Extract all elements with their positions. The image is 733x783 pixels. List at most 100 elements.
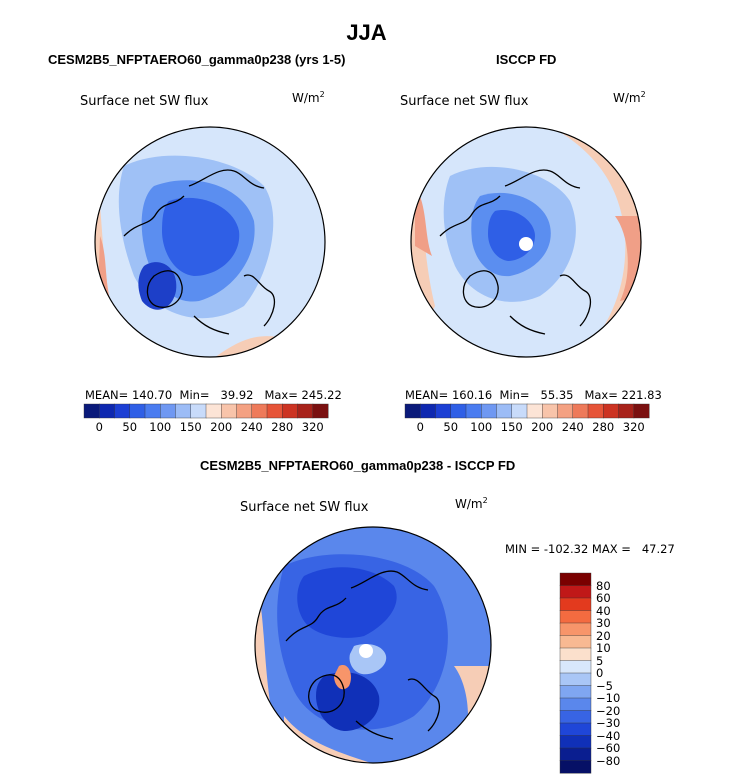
colorbar-swatch [481, 403, 498, 419]
colorbar-tick-label: 50 [122, 420, 138, 434]
season-title: JJA [346, 20, 387, 45]
colorbar-swatch [559, 572, 592, 587]
colorbar-tick-label: −5 [596, 678, 613, 693]
colorbar-swatch [496, 403, 513, 419]
colorbar-swatch [160, 403, 177, 419]
panel-3-colorbar [559, 572, 592, 774]
colorbar-tick-label: 200 [210, 420, 233, 434]
min-label: Min= [179, 388, 210, 402]
colorbar-tick-label: 280 [271, 420, 294, 434]
colorbar-tick-label: 40 [596, 603, 611, 618]
colorbar-swatch [559, 660, 592, 674]
units-base: W/m [613, 91, 641, 105]
panel-1-variable-label: Surface net SW flux [80, 94, 209, 109]
colorbar-tick-label: −60 [596, 741, 621, 755]
max-value: 47.27 [641, 542, 675, 556]
min-value: 39.92 [220, 388, 254, 402]
max-label: Max= [264, 388, 298, 402]
max-label: MAX = [591, 542, 631, 556]
panel-1-stats: MEAN= 140.70 Min= 39.92 Max= 245.22 [85, 388, 342, 402]
colorbar-tick-label: 80 [596, 578, 611, 593]
mean-label: MEAN= [85, 388, 129, 402]
units-exponent: 2 [319, 90, 325, 99]
panel-2-units: W/m2 [613, 90, 646, 105]
colorbar-swatch [603, 403, 620, 419]
colorbar-swatch [129, 403, 146, 419]
pole-gap-marker [359, 644, 373, 658]
colorbar-tick-label: 240 [240, 420, 263, 434]
units-base: W/m [455, 497, 483, 511]
colorbar-tick-label: 10 [596, 641, 611, 655]
map-border [410, 126, 642, 358]
colorbar-tick-label: 20 [596, 628, 611, 643]
colorbar-swatch [559, 685, 592, 699]
colorbar-swatch [282, 403, 299, 419]
colorbar-swatch [297, 403, 314, 419]
units-exponent: 2 [482, 496, 488, 505]
colorbar-swatch [236, 403, 253, 419]
colorbar-tick-label: 150 [179, 420, 202, 434]
panel-2-variable-label: Surface net SW flux [400, 94, 529, 109]
colorbar-tick-label: 0 [416, 420, 424, 434]
colorbar-tick-label: 320 [622, 420, 645, 434]
max-label: Max= [584, 388, 618, 402]
colorbar-swatch [559, 760, 592, 774]
map-border [254, 526, 492, 764]
panel-1-units: W/m2 [292, 90, 325, 105]
colorbar-tick-label: 280 [592, 420, 615, 434]
panel-2-map [410, 126, 642, 358]
colorbar-swatch [266, 403, 283, 419]
colorbar-swatch [559, 610, 592, 624]
colorbar-tick-label: 320 [301, 420, 324, 434]
colorbar-swatch [312, 403, 329, 419]
colorbar-swatch [559, 747, 592, 762]
colorbar-swatch [420, 403, 437, 419]
pole-gap-marker [519, 237, 533, 251]
colorbar-tick-label: 60 [596, 591, 611, 605]
colorbar-swatch [144, 403, 161, 419]
panel-1-colorbar [83, 403, 329, 419]
colorbar-swatch [572, 403, 589, 419]
units-base: W/m [292, 91, 320, 105]
colorbar-swatch [557, 403, 574, 419]
colorbar-swatch [559, 722, 592, 737]
map-border [94, 126, 326, 358]
cool-region [349, 644, 387, 675]
colorbar-tick-label: −10 [596, 691, 621, 705]
colorbar-swatch [221, 403, 238, 419]
cool-region [162, 197, 240, 276]
panel-2-colorbar-ticks: 0 50 100 150 200 240 280 320 [405, 420, 649, 436]
panel-2-colorbar [404, 403, 650, 419]
min-label: MIN = [505, 542, 541, 556]
units-exponent: 2 [640, 90, 646, 99]
colorbar-swatch [559, 697, 592, 712]
land-outline [285, 570, 441, 740]
colorbar-swatch [559, 647, 592, 662]
colorbar-tick-label: 100 [149, 420, 172, 434]
colorbar-tick-label: 0 [596, 666, 604, 680]
colorbar-swatch [587, 403, 604, 419]
panel-1-title: CESM2B5_NFPTAERO60_gamma0p238 (yrs 1-5) [48, 52, 346, 67]
colorbar-swatch [559, 585, 592, 599]
colorbar-swatch [404, 403, 421, 419]
colorbar-swatch [542, 403, 559, 419]
min-value: 55.35 [540, 388, 574, 402]
colorbar-tick-label: −80 [596, 753, 621, 768]
panel-3-map [254, 526, 492, 764]
max-value: 221.83 [621, 388, 662, 402]
colorbar-swatch [99, 403, 116, 419]
panel-3-stats: MIN = -102.32 MAX = 47.27 [505, 542, 675, 556]
colorbar-swatch [435, 403, 452, 419]
colorbar-swatch [618, 403, 635, 419]
warm-region [550, 127, 641, 357]
colorbar-tick-label: −30 [596, 716, 621, 730]
colorbar-tick-label: −40 [596, 728, 621, 743]
colorbar-swatch [114, 403, 131, 419]
colorbar-tick-label: −20 [596, 703, 621, 718]
colorbar-tick-label: 200 [531, 420, 554, 434]
colorbar-tick-label: 30 [596, 616, 611, 630]
colorbar-swatch [559, 710, 592, 724]
panel-3-colorbar-ticks: 80 60 40 30 20 10 5 0 −5 −10 −20 −30 −40 −60 −80 [596, 573, 636, 773]
colorbar-swatch [450, 403, 467, 419]
colorbar-swatch [465, 403, 482, 419]
